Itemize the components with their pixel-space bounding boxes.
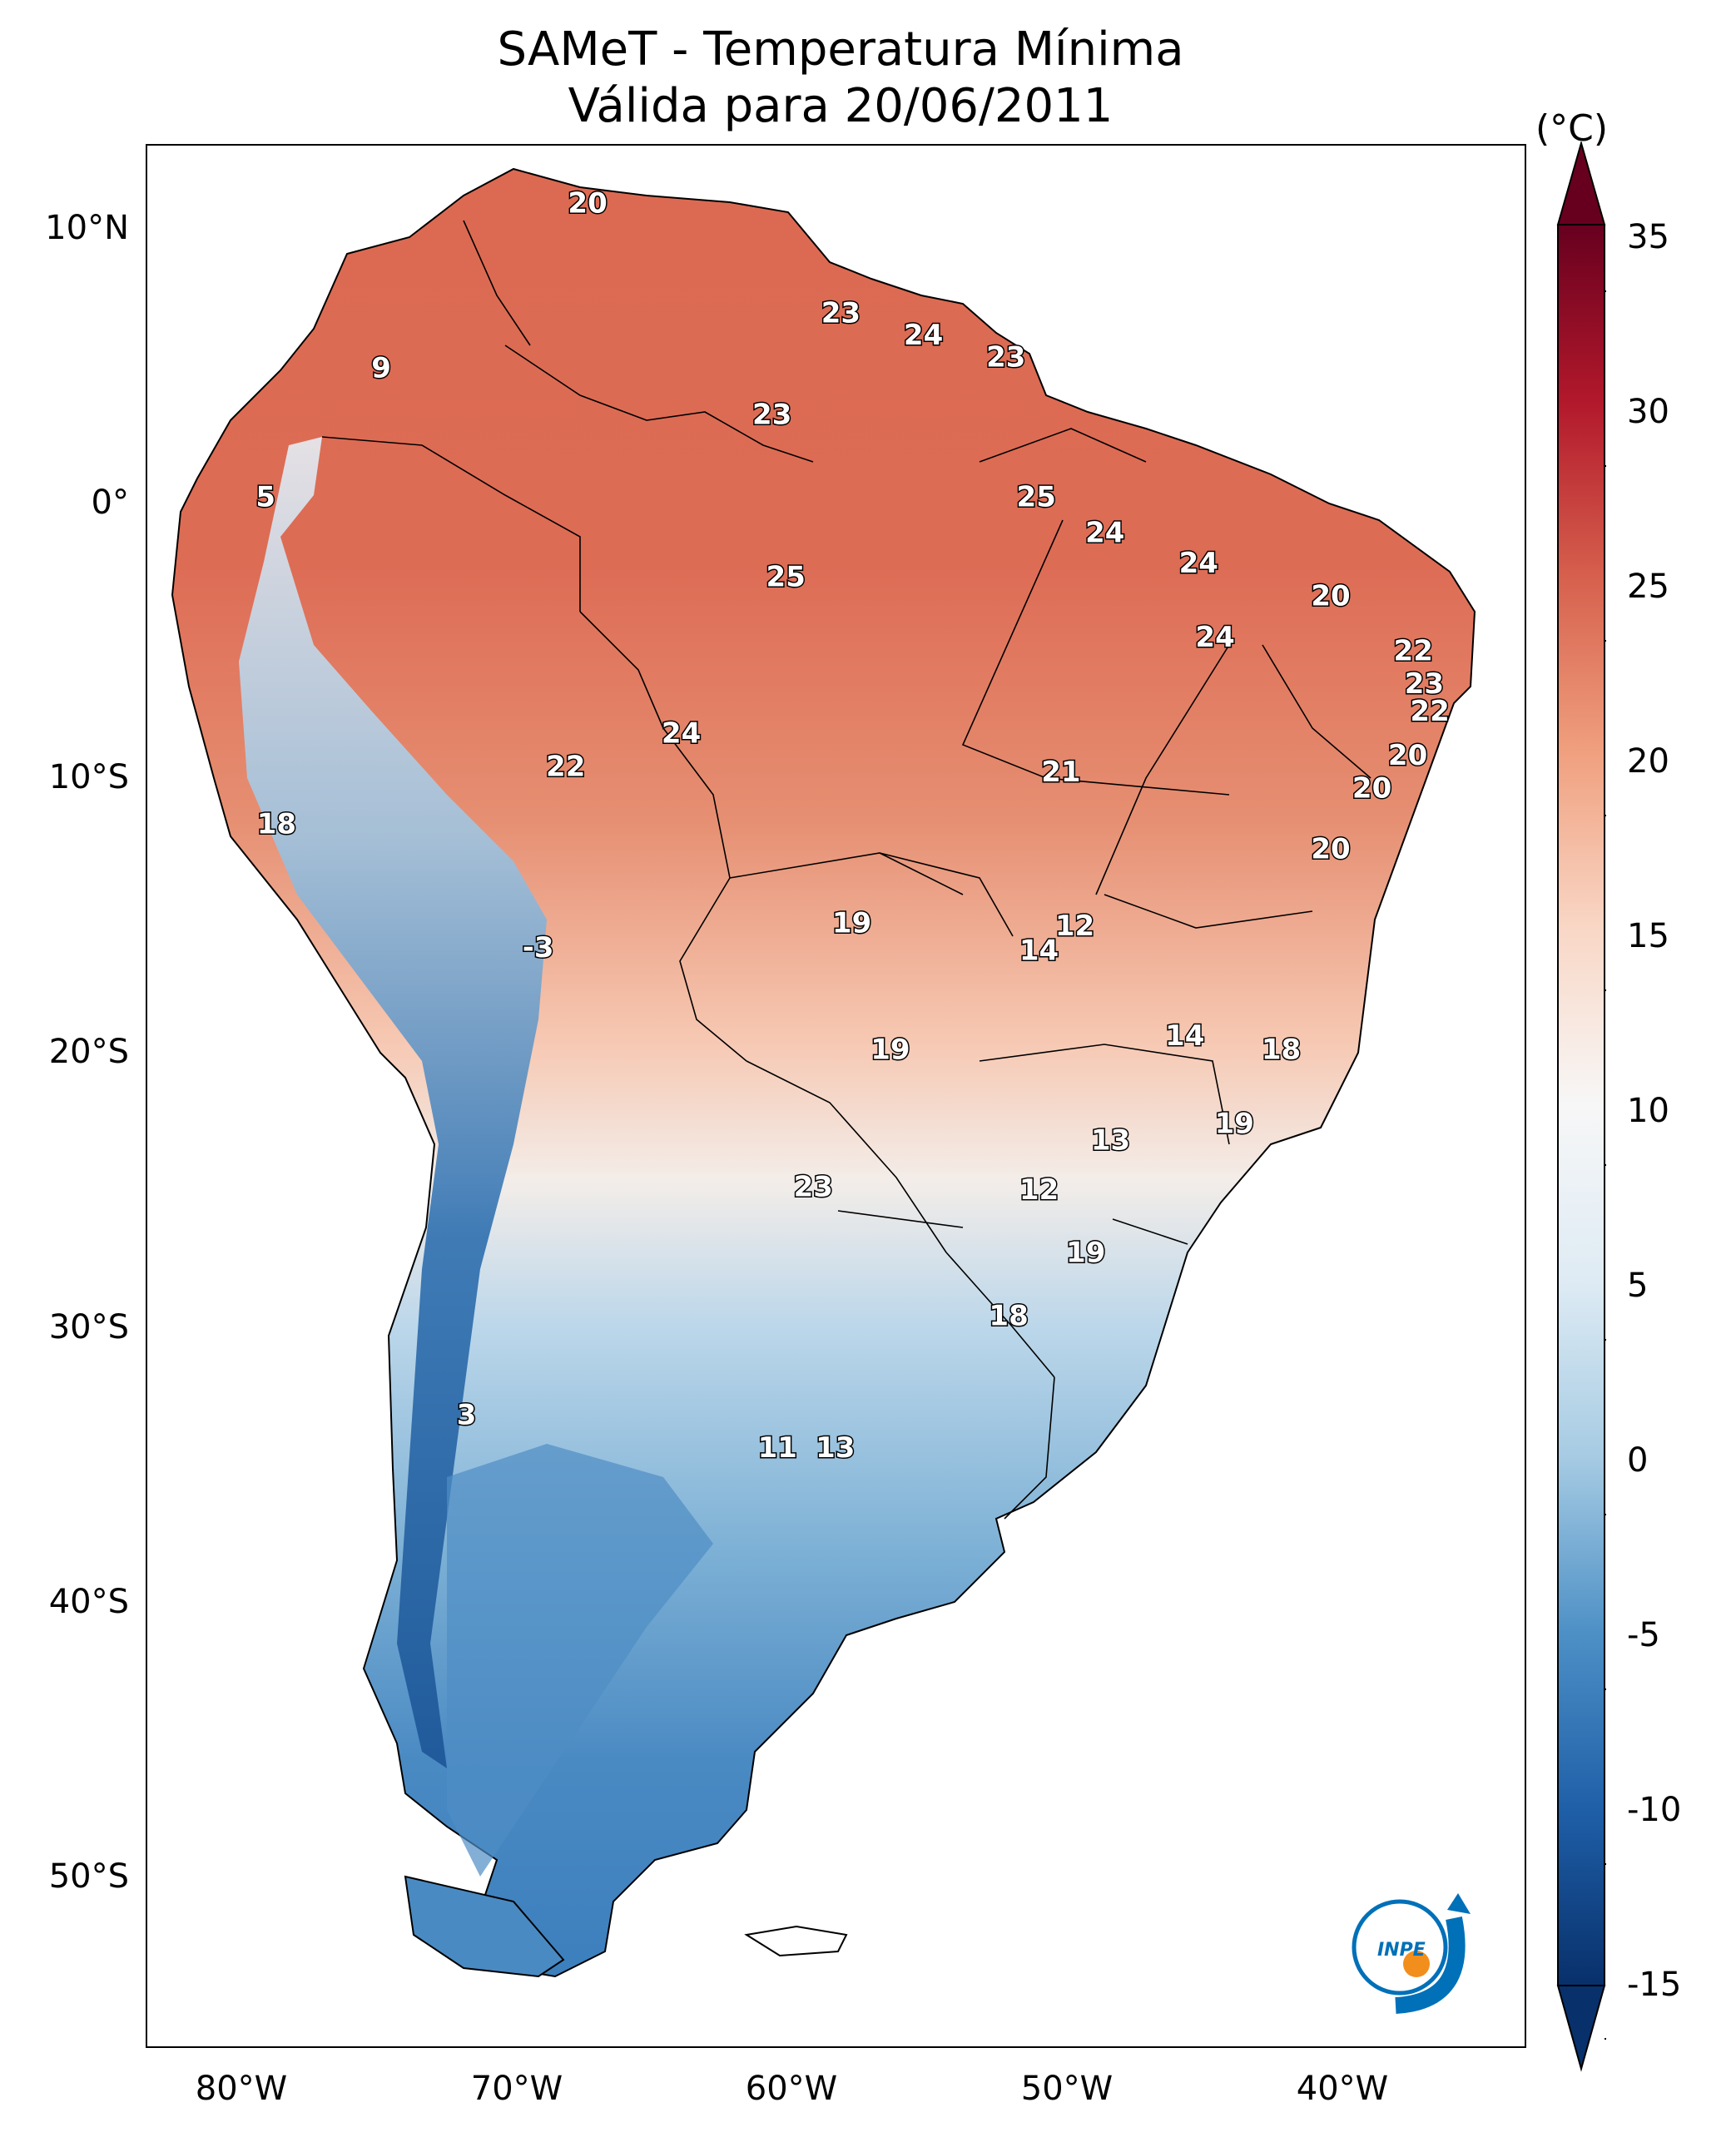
temperature-value-label: 12 bbox=[1019, 1173, 1059, 1207]
colorbar-tick-25: 25 bbox=[1627, 568, 1669, 606]
temperature-value-label: 5 bbox=[255, 481, 275, 514]
country-borders bbox=[321, 220, 1371, 1520]
temperature-value-label: 22 bbox=[1410, 695, 1449, 728]
lat-label-30s: 30°S bbox=[48, 1308, 129, 1346]
lon-label-60w: 60°W bbox=[745, 2070, 838, 2108]
temperature-value-label: 18 bbox=[989, 1300, 1028, 1333]
temperature-value-label: 22 bbox=[1394, 635, 1433, 668]
temperature-value-label: 23 bbox=[752, 399, 791, 432]
temperature-value-label: 11 bbox=[758, 1431, 797, 1465]
map-title: SAMeT - Temperatura Mínima bbox=[497, 22, 1184, 77]
lat-label-20s: 20°S bbox=[48, 1033, 129, 1071]
temperature-value-label: 24 bbox=[1085, 517, 1124, 550]
temperature-value-label: 19 bbox=[1215, 1108, 1254, 1141]
colorbar-tick-30: 30 bbox=[1627, 393, 1669, 431]
temperature-value-label: 21 bbox=[1041, 756, 1080, 789]
colorbar-tick-35: 35 bbox=[1627, 218, 1669, 256]
temperature-value-label: 23 bbox=[821, 296, 861, 330]
temperature-value-label: 13 bbox=[816, 1431, 855, 1465]
andes-cold-band bbox=[239, 437, 547, 1768]
colorbar-body bbox=[1557, 224, 1605, 1986]
falkland-islands bbox=[744, 1925, 848, 1957]
temperature-value-label: 9 bbox=[371, 352, 391, 385]
temperature-value-label: 25 bbox=[1017, 481, 1056, 514]
temperature-value-label: 24 bbox=[662, 717, 701, 751]
colorbar-extend-bottom bbox=[1556, 1985, 1606, 2072]
temperature-value-label: 13 bbox=[1091, 1123, 1130, 1157]
tierra-del-fuego bbox=[404, 1875, 565, 1978]
lon-label-70w: 70°W bbox=[470, 2070, 563, 2108]
temperature-value-label: 18 bbox=[1262, 1033, 1301, 1066]
lon-label-50w: 50°W bbox=[1020, 2070, 1114, 2108]
colorbar-tick-15: 15 bbox=[1627, 917, 1669, 955]
temperature-value-label: 20 bbox=[1311, 832, 1350, 865]
lat-label-10s: 10°S bbox=[48, 758, 129, 796]
lat-label-10n: 10°N bbox=[45, 209, 129, 247]
colorbar-tick-20: 20 bbox=[1627, 742, 1669, 781]
colorbar-tick-10: 10 bbox=[1627, 1092, 1669, 1130]
temperature-value-label: 18 bbox=[257, 808, 296, 841]
temperature-value-label: 19 bbox=[1066, 1237, 1105, 1270]
lon-label-80w: 80°W bbox=[195, 2070, 288, 2108]
temperature-value-label: 19 bbox=[870, 1033, 910, 1066]
temperature-value-label: 3 bbox=[457, 1399, 477, 1432]
svg-text:INPE: INPE bbox=[1377, 1940, 1426, 1961]
inpe-logo: INPE bbox=[1352, 1893, 1471, 2014]
temperature-value-label: 24 bbox=[1179, 547, 1218, 580]
colorbar-tick-0: 0 bbox=[1627, 1441, 1649, 1480]
colorbar-tick-minus5: -5 bbox=[1627, 1616, 1660, 1654]
colorbar-tick-minus15: -15 bbox=[1627, 1966, 1682, 2004]
temperature-value-label: 23 bbox=[1405, 667, 1444, 701]
temperature-value-label: 22 bbox=[546, 750, 585, 783]
temperature-value-label: 20 bbox=[1388, 739, 1427, 772]
lat-label-40s: 40°S bbox=[48, 1583, 129, 1621]
temperature-value-label: -3 bbox=[523, 931, 554, 964]
temperature-value-label: 23 bbox=[986, 340, 1025, 374]
temperature-value-label: 24 bbox=[904, 319, 943, 352]
lon-label-40w: 40°W bbox=[1296, 2070, 1389, 2108]
temperature-value-label: 19 bbox=[832, 907, 871, 940]
colorbar bbox=[1556, 141, 1606, 2072]
colorbar-unit: (°C) bbox=[1535, 107, 1609, 150]
temperature-value-label: 23 bbox=[794, 1171, 833, 1204]
lat-label-50s: 50°S bbox=[48, 1857, 129, 1896]
colorbar-tick-minus10: -10 bbox=[1627, 1791, 1682, 1829]
colorbar-tick-5: 5 bbox=[1627, 1267, 1649, 1305]
temperature-value-label: 24 bbox=[1195, 621, 1234, 654]
map-frame: INPE 20 9 23 24 23 23 5 25 24 24 25 20 24 22 23 22 24 22 2… bbox=[146, 144, 1526, 2048]
colorbar-extend-top bbox=[1556, 141, 1606, 226]
temperature-value-label: 14 bbox=[1019, 935, 1059, 968]
temperature-value-label: 20 bbox=[568, 186, 607, 220]
temperature-value-label: 12 bbox=[1055, 910, 1094, 943]
temperature-value-label: 14 bbox=[1165, 1019, 1204, 1053]
patagonia-cold-region bbox=[447, 1444, 713, 1877]
temperature-value-label: 20 bbox=[1311, 580, 1350, 613]
temperature-value-label: 20 bbox=[1352, 772, 1391, 806]
map-subtitle: Válida para 20/06/2011 bbox=[568, 79, 1114, 133]
lat-label-0: 0° bbox=[91, 483, 129, 522]
temperature-value-label: 25 bbox=[766, 560, 806, 593]
